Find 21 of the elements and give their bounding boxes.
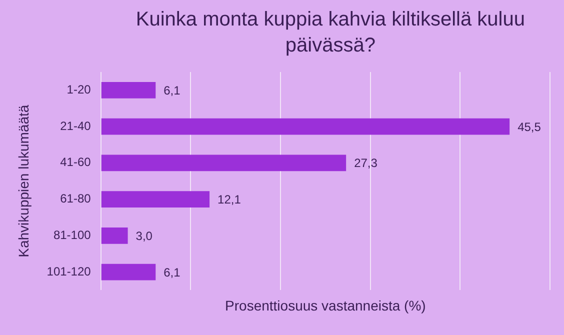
y-tick-label: 1-20 [66, 82, 92, 96]
bar [101, 118, 510, 135]
bar [101, 154, 346, 172]
y-tick-label: 81-100 [53, 228, 92, 242]
data-label: 27,3 [354, 156, 378, 170]
x-axis-title: Prosenttiosuus vastanneista (%) [225, 297, 426, 314]
bar [101, 191, 210, 208]
y-tick-label: 61-80 [60, 192, 92, 206]
bar [101, 227, 128, 244]
y-tick-label: 101-120 [46, 264, 92, 278]
data-label: 45,5 [518, 120, 542, 134]
chart-title: Kuinka monta kuppia kahvia kiltiksellä kuluu päivässä? [136, 8, 525, 57]
bar [101, 264, 156, 280]
data-label: 6,1 [164, 265, 181, 280]
data-label: 3,0 [136, 228, 153, 243]
y-tick-label: 41-60 [60, 155, 92, 170]
y-axis-title: Kahvikuppien lukumäätä [15, 104, 32, 258]
data-label: 12,1 [218, 192, 242, 207]
bar [101, 82, 156, 98]
y-tick-label: 21-40 [60, 118, 92, 133]
data-label: 6,1 [164, 83, 181, 98]
